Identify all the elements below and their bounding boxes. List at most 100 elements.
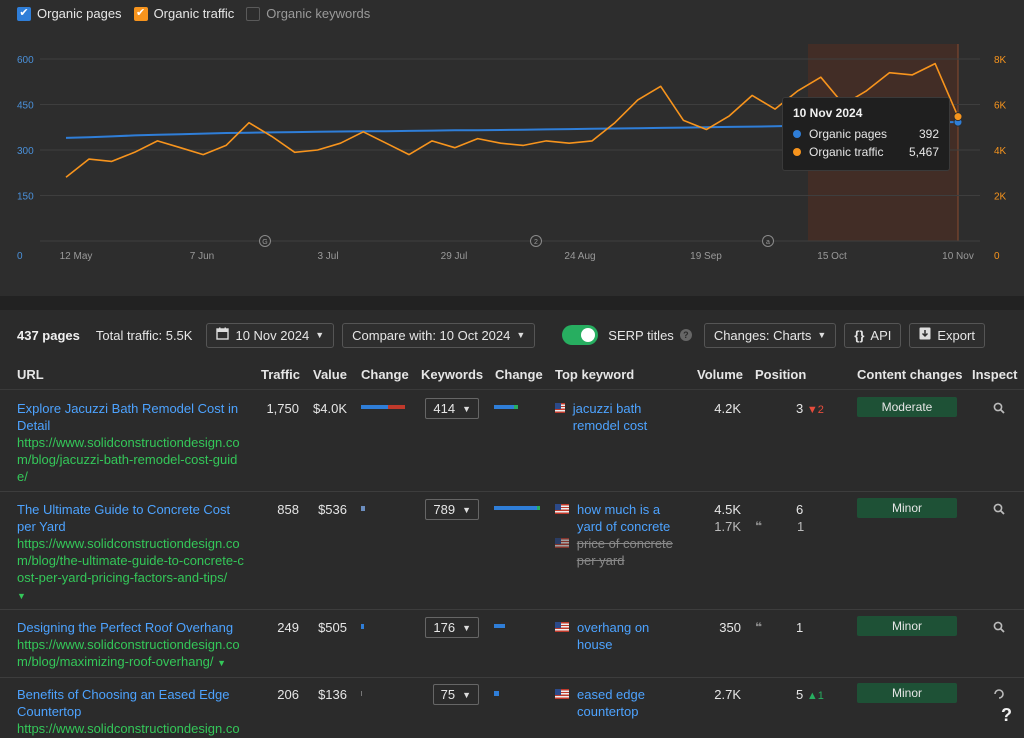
- page-url-link[interactable]: https://www.solidconstructiondesign.com/…: [17, 435, 240, 484]
- braces-icon: {}: [854, 327, 865, 343]
- help-icon[interactable]: ?: [679, 329, 692, 341]
- annotation-label: 2: [534, 239, 538, 246]
- annotation-marker: [762, 235, 774, 247]
- volume-value: 2.7K: [714, 687, 741, 702]
- x-tick: 7 Jun: [190, 251, 214, 262]
- y-right-tick: 0: [994, 251, 1000, 262]
- us-flag-icon: [555, 538, 569, 548]
- volume-value-previous: 1.7K: [714, 519, 741, 534]
- url-cell: The Ultimate Guide to Concrete Cost per …: [17, 501, 245, 605]
- annotation-label: a: [766, 239, 770, 246]
- expand-caret-icon[interactable]: ▼: [217, 658, 227, 668]
- date-picker-button[interactable]: 10 Nov 2024 ▼: [206, 322, 335, 348]
- serp-titles-toggle[interactable]: [562, 325, 599, 345]
- changes-button[interactable]: Changes: Charts ▼: [703, 322, 837, 348]
- page-title-link[interactable]: Explore Jacuzzi Bath Remodel Cost in Det…: [17, 401, 239, 433]
- traffic-value: 858: [277, 502, 299, 517]
- y-left-tick: 0: [17, 251, 23, 262]
- checkbox-unchecked-icon[interactable]: [246, 6, 261, 21]
- changes-label: Changes: Charts: [713, 327, 812, 343]
- tooltip-date: 10 Nov 2024: [793, 106, 863, 120]
- table-row: Explore Jacuzzi Bath Remodel Cost in Det…: [0, 391, 1024, 492]
- x-tick: 3 Jul: [317, 251, 338, 262]
- legend-organic-pages[interactable]: ✔ Organic pages: [17, 6, 122, 21]
- col-keywords[interactable]: Keywords: [421, 367, 484, 382]
- keywords-count: 75: [440, 687, 456, 702]
- col-change-keywords[interactable]: Change: [495, 367, 543, 382]
- page-title-link[interactable]: Benefits of Choosing an Eased Edge Count…: [17, 687, 230, 719]
- expand-caret-icon[interactable]: ▼: [17, 591, 26, 601]
- col-content-changes[interactable]: Content changes: [857, 367, 963, 382]
- col-change[interactable]: Change: [361, 367, 409, 382]
- position-cell: 3 ▼2: [796, 400, 846, 419]
- api-button[interactable]: {} API: [844, 322, 902, 348]
- keywords-dropdown[interactable]: 789 ▼: [425, 499, 479, 520]
- change-bar: [361, 405, 405, 409]
- y-right-tick: 2K: [994, 192, 1007, 203]
- content-change-badge: Minor: [857, 683, 957, 703]
- api-label: API: [870, 327, 892, 343]
- chart-tooltip: 10 Nov 2024 Organic pages 392 Organic tr…: [782, 97, 950, 171]
- top-keyword-link[interactable]: jacuzzi bath remodel cost: [572, 401, 648, 433]
- value-amount: $136: [318, 687, 347, 702]
- col-volume[interactable]: Volume: [697, 367, 743, 382]
- table-header: URL Traffic Value Change Keywords Change…: [0, 360, 1024, 390]
- page-url-link[interactable]: https://www.solidconstructiondesign.com/…: [17, 536, 244, 585]
- inspect-search-icon[interactable]: [993, 621, 1005, 633]
- col-inspect[interactable]: Inspect: [972, 367, 1018, 382]
- section-divider: [0, 296, 1024, 310]
- top-keyword-cell: jacuzzi bath remodel cost: [555, 400, 675, 434]
- url-cell: Designing the Perfect Roof Overhang http…: [17, 619, 249, 672]
- url-cell: Explore Jacuzzi Bath Remodel Cost in Det…: [17, 400, 245, 485]
- checkbox-checked-icon[interactable]: ✔: [17, 6, 31, 21]
- keywords-dropdown[interactable]: 176 ▼: [425, 617, 479, 638]
- keywords-change-bar: [494, 506, 540, 510]
- inspect-search-icon[interactable]: [993, 402, 1005, 414]
- compare-button[interactable]: Compare with: 10 Oct 2024 ▼: [342, 322, 536, 348]
- top-keyword-cell: eased edge countertop: [555, 686, 675, 720]
- position-value-previous: 1: [797, 519, 805, 534]
- col-top-keyword[interactable]: Top keyword: [555, 367, 635, 382]
- top-keyword-link[interactable]: overhang on house: [577, 620, 650, 652]
- page-url-link[interactable]: https://www.solidconstructiondesign.com/…: [17, 637, 240, 669]
- tooltip-pages-label: Organic pages: [809, 127, 888, 141]
- legend-organic-keywords[interactable]: Organic keywords: [246, 6, 370, 21]
- compare-label: Compare with: 10 Oct 2024: [352, 327, 511, 343]
- page-url-link[interactable]: https://www.solidconstructiondesign.co: [17, 721, 240, 736]
- url-cell: Benefits of Choosing an Eased Edge Count…: [17, 686, 245, 737]
- help-button[interactable]: ?: [1001, 705, 1012, 725]
- table-row: Benefits of Choosing an Eased Edge Count…: [0, 678, 1024, 738]
- volume-value: 350: [719, 620, 741, 635]
- x-tick: 24 Aug: [564, 251, 595, 262]
- previous-keyword: price of concrete per yard: [576, 536, 673, 568]
- y-right-tick: 6K: [994, 101, 1007, 112]
- checkbox-checked-icon[interactable]: ✔: [133, 6, 148, 21]
- page-title-link[interactable]: The Ultimate Guide to Concrete Cost per …: [17, 502, 231, 534]
- pages-count: 437 pages: [17, 327, 80, 343]
- legend-label: Organic traffic: [153, 6, 235, 21]
- change-bar: [361, 624, 364, 629]
- traffic-dot-icon: [793, 148, 801, 156]
- legend-organic-traffic[interactable]: ✔ Organic traffic: [133, 6, 235, 21]
- col-url[interactable]: URL: [17, 367, 44, 382]
- col-value[interactable]: Value: [313, 367, 347, 382]
- chart-legend: ✔ Organic pages ✔ Organic traffic Organi…: [17, 6, 370, 21]
- inspect-search-icon[interactable]: [993, 503, 1005, 515]
- x-tick: 10 Nov: [942, 251, 974, 262]
- calendar-icon: [216, 327, 230, 343]
- keywords-count: 414: [433, 401, 456, 416]
- col-traffic[interactable]: Traffic: [261, 367, 301, 382]
- top-keyword-link[interactable]: how much is a yard of concrete: [577, 502, 671, 534]
- export-button[interactable]: Export: [909, 322, 985, 348]
- top-keyword-cell: how much is a yard of concrete price of …: [555, 501, 685, 569]
- keywords-dropdown[interactable]: 414 ▼: [425, 398, 479, 419]
- annotation-marker: [259, 235, 271, 247]
- position-value: 6: [796, 502, 804, 517]
- page-title-link[interactable]: Designing the Perfect Roof Overhang: [17, 620, 234, 635]
- legend-label: Organic pages: [37, 6, 122, 21]
- col-position[interactable]: Position: [755, 367, 807, 382]
- export-icon: [919, 327, 931, 343]
- top-keyword-link[interactable]: eased edge countertop: [577, 687, 645, 719]
- keywords-dropdown[interactable]: 75 ▼: [433, 684, 479, 705]
- us-flag-icon: [555, 689, 569, 699]
